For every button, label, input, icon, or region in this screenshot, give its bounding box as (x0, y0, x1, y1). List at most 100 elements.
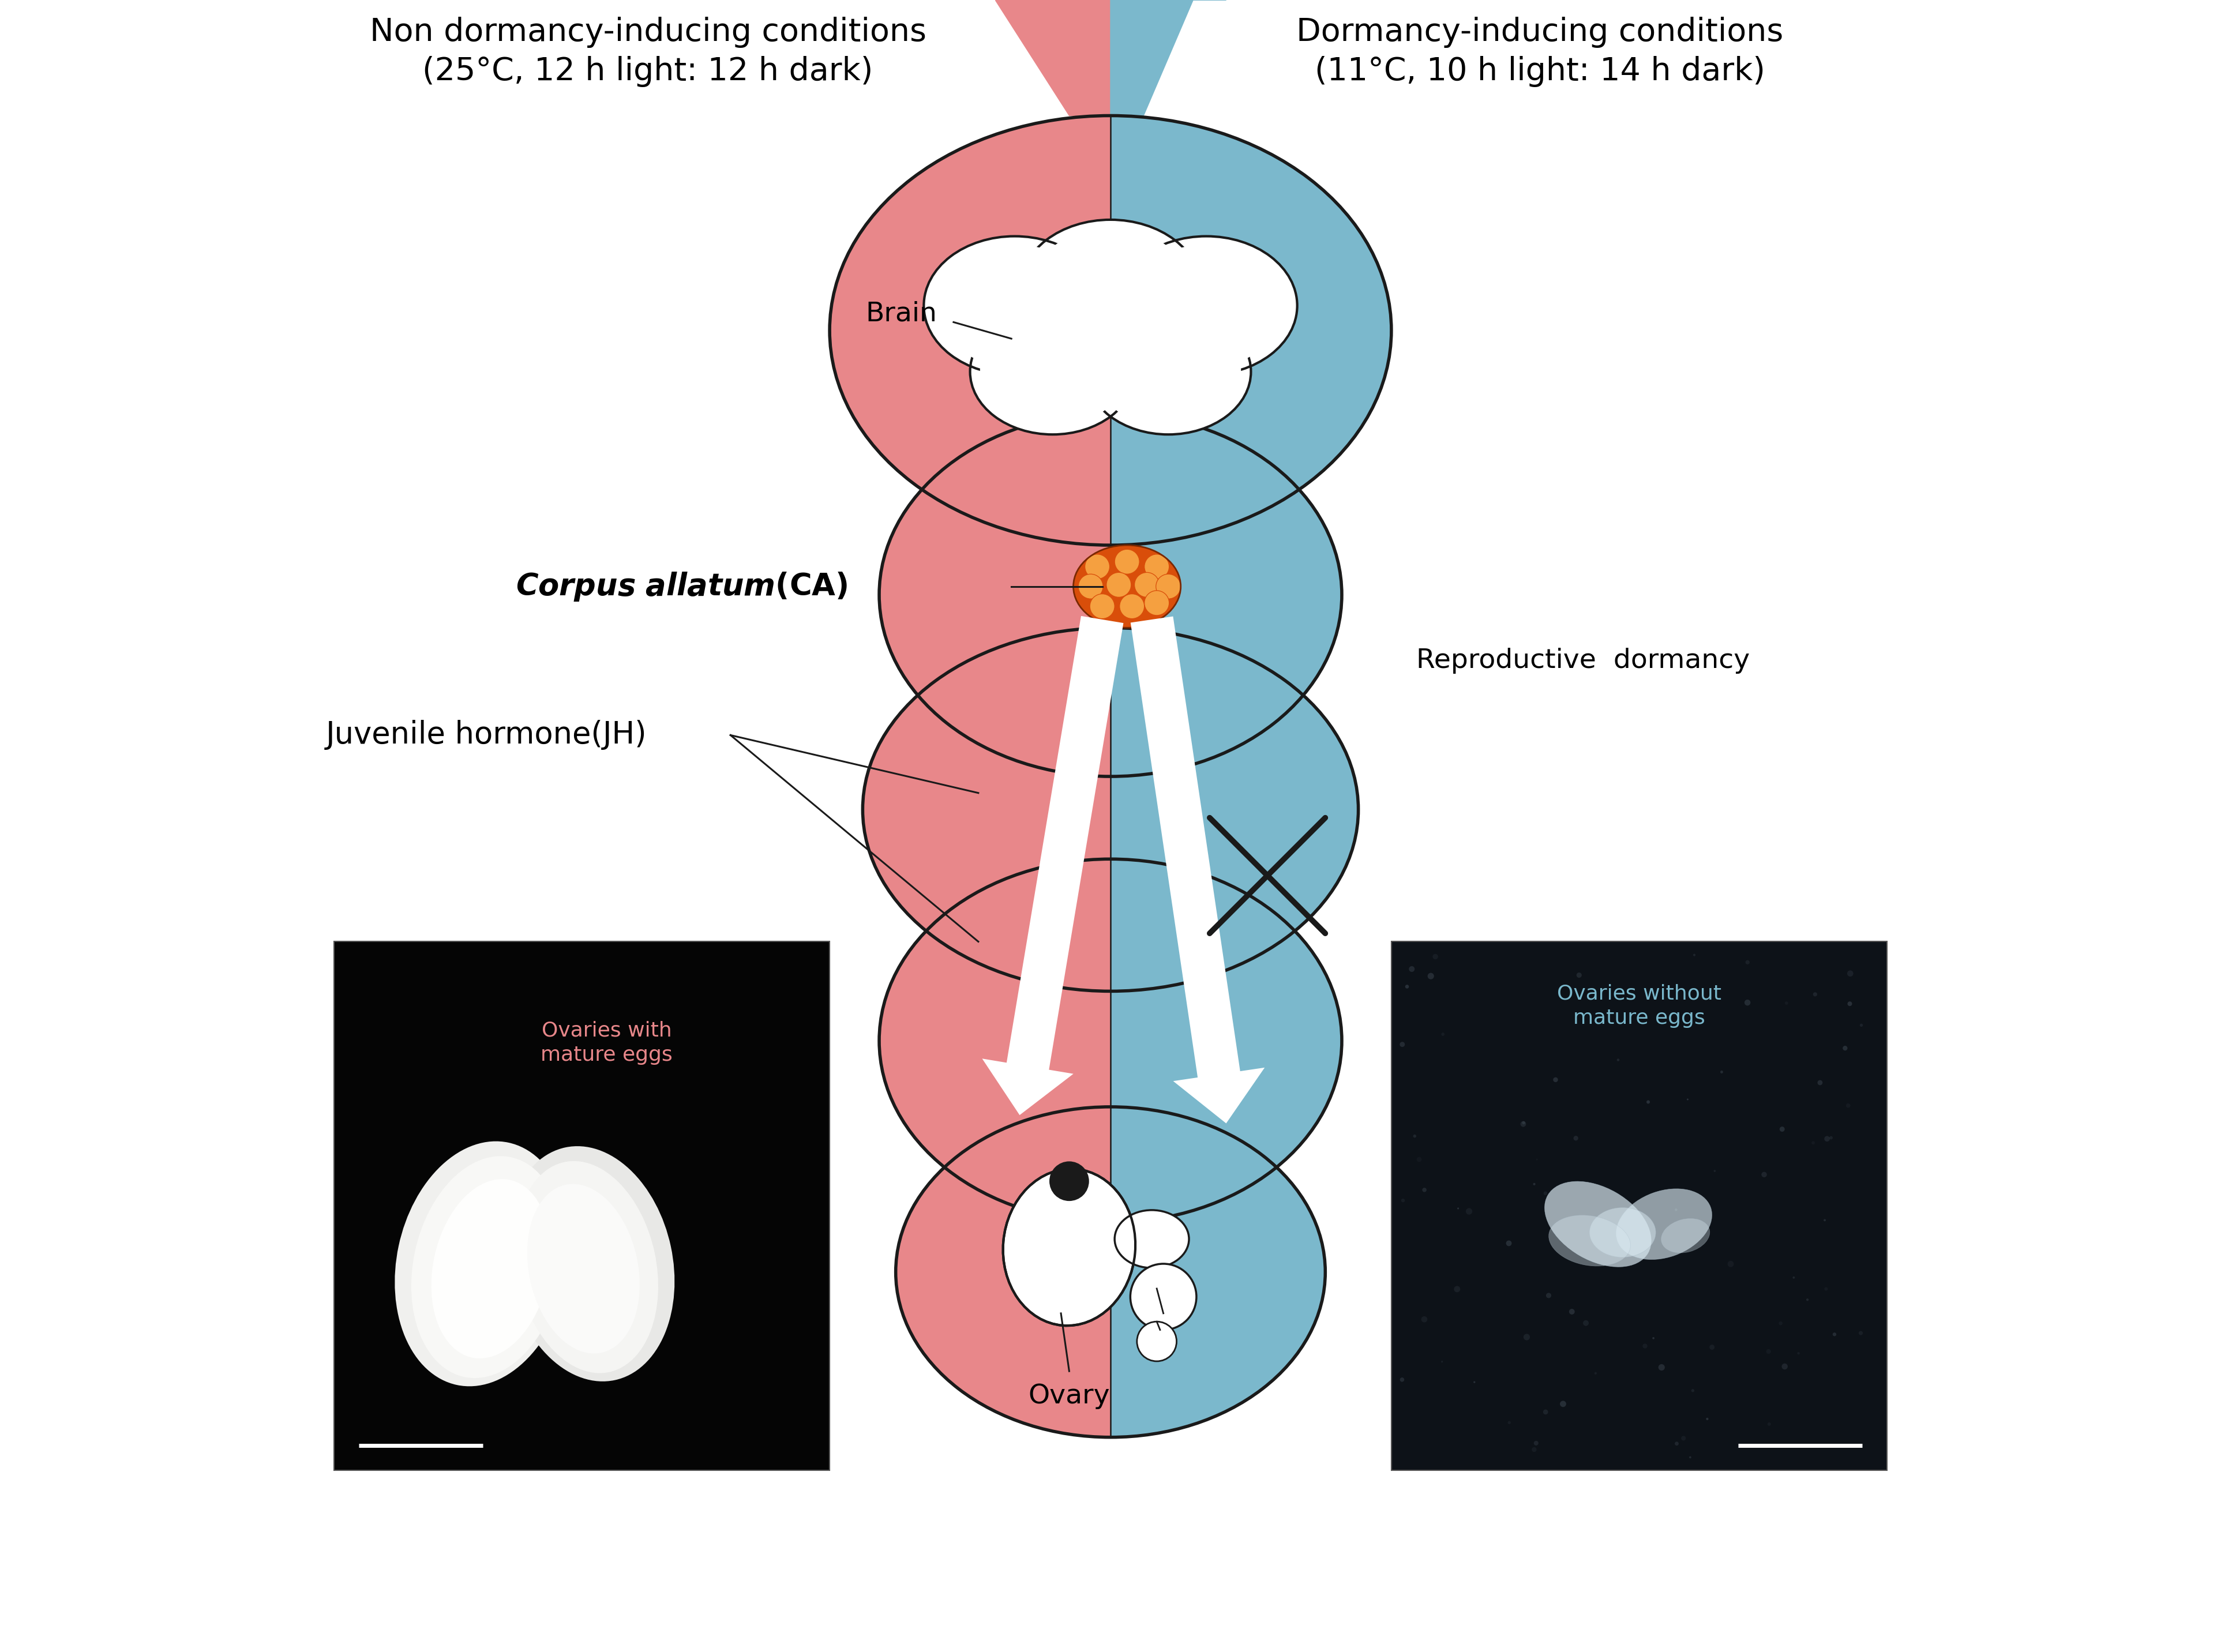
Polygon shape (1110, 859, 1341, 1222)
Circle shape (1766, 1350, 1770, 1355)
Ellipse shape (431, 1180, 551, 1358)
Circle shape (1130, 1264, 1197, 1330)
Polygon shape (895, 1107, 1110, 1437)
Circle shape (1806, 1298, 1808, 1302)
Circle shape (1421, 1188, 1426, 1193)
Circle shape (1761, 1171, 1768, 1178)
Circle shape (1846, 1104, 1850, 1108)
Circle shape (1455, 1285, 1459, 1292)
Ellipse shape (411, 1156, 564, 1378)
Circle shape (1792, 1277, 1795, 1279)
Ellipse shape (924, 236, 1106, 375)
Circle shape (1848, 970, 1852, 976)
Circle shape (1399, 1042, 1406, 1047)
Polygon shape (831, 116, 1110, 545)
Circle shape (1746, 960, 1750, 965)
Circle shape (1399, 1378, 1404, 1381)
Circle shape (1084, 555, 1110, 580)
Circle shape (1859, 1332, 1863, 1335)
Circle shape (1721, 1070, 1723, 1074)
Ellipse shape (526, 1184, 640, 1353)
Ellipse shape (1617, 1189, 1712, 1259)
Bar (333, 942, 831, 1470)
Circle shape (1644, 1343, 1648, 1348)
Polygon shape (982, 616, 1124, 1115)
Circle shape (1743, 999, 1750, 1006)
Circle shape (1817, 1080, 1823, 1085)
Polygon shape (1110, 413, 1341, 776)
Text: Juvenile hormone(JH): Juvenile hormone(JH) (326, 720, 646, 750)
Circle shape (1779, 1127, 1786, 1132)
Ellipse shape (1004, 1170, 1135, 1325)
Circle shape (1848, 1001, 1852, 1006)
Circle shape (1428, 973, 1435, 980)
Circle shape (1830, 1137, 1832, 1140)
Text: Brain: Brain (866, 301, 937, 327)
Circle shape (1048, 1161, 1088, 1201)
Ellipse shape (1548, 1216, 1630, 1265)
Circle shape (1577, 973, 1581, 978)
Ellipse shape (395, 1142, 571, 1386)
Circle shape (1421, 1317, 1428, 1322)
Circle shape (1535, 1441, 1539, 1446)
Circle shape (1781, 1363, 1788, 1370)
Circle shape (1681, 1436, 1686, 1441)
Circle shape (1144, 555, 1168, 580)
Text: $\bfit{Corpus\ allatum}$$\bf{(CA)}$: $\bfit{Corpus\ allatum}$$\bf{(CA)}$ (515, 570, 848, 603)
Polygon shape (1110, 0, 1226, 116)
Circle shape (1859, 1024, 1863, 1028)
Circle shape (1115, 548, 1139, 575)
Text: Ovaries without
mature eggs: Ovaries without mature eggs (1557, 985, 1721, 1028)
Ellipse shape (1126, 244, 1286, 367)
Text: Ovary: Ovary (1028, 1383, 1110, 1409)
Polygon shape (862, 628, 1110, 991)
Circle shape (1155, 575, 1182, 600)
Polygon shape (1110, 116, 1390, 545)
Circle shape (1675, 1442, 1679, 1446)
Polygon shape (880, 859, 1110, 1222)
Ellipse shape (506, 1146, 675, 1381)
Polygon shape (880, 413, 1110, 776)
Ellipse shape (935, 244, 1095, 367)
Polygon shape (1110, 1107, 1326, 1437)
Circle shape (1417, 1156, 1421, 1161)
Circle shape (1137, 1322, 1177, 1361)
Bar (1390, 942, 1888, 1470)
Ellipse shape (515, 1161, 657, 1373)
Ellipse shape (1095, 317, 1242, 426)
Circle shape (1441, 1032, 1444, 1036)
Circle shape (1768, 1422, 1770, 1426)
Circle shape (1506, 1241, 1513, 1246)
Circle shape (1466, 1208, 1473, 1214)
Circle shape (1572, 1137, 1579, 1140)
Circle shape (1546, 1294, 1550, 1298)
Circle shape (1508, 1421, 1510, 1424)
Text: Dormancy-inducing conditions
(11°C, 10 h light: 14 h dark): Dormancy-inducing conditions (11°C, 10 h… (1297, 17, 1783, 88)
Polygon shape (1110, 628, 1359, 991)
Circle shape (1710, 1345, 1715, 1350)
Text: Ovaries with
mature eggs: Ovaries with mature eggs (540, 1021, 673, 1066)
Circle shape (1091, 595, 1115, 620)
Circle shape (1690, 1389, 1695, 1393)
Circle shape (1532, 1447, 1537, 1452)
Circle shape (1692, 953, 1695, 957)
Ellipse shape (1544, 1181, 1650, 1267)
Circle shape (1544, 1191, 1548, 1194)
Polygon shape (1130, 616, 1264, 1123)
Circle shape (1106, 573, 1130, 598)
Circle shape (1406, 985, 1408, 988)
Circle shape (1135, 573, 1159, 598)
Circle shape (1532, 1183, 1535, 1184)
Circle shape (1524, 1333, 1530, 1340)
Ellipse shape (1019, 220, 1202, 358)
Circle shape (1706, 1417, 1708, 1421)
Circle shape (1119, 595, 1144, 620)
Ellipse shape (1011, 1189, 1126, 1322)
Circle shape (1786, 1001, 1788, 1004)
Circle shape (1595, 1373, 1597, 1374)
Circle shape (1521, 1122, 1526, 1125)
Circle shape (1823, 1219, 1826, 1221)
Circle shape (1413, 1135, 1417, 1138)
Polygon shape (995, 0, 1110, 116)
Circle shape (1843, 1046, 1848, 1051)
